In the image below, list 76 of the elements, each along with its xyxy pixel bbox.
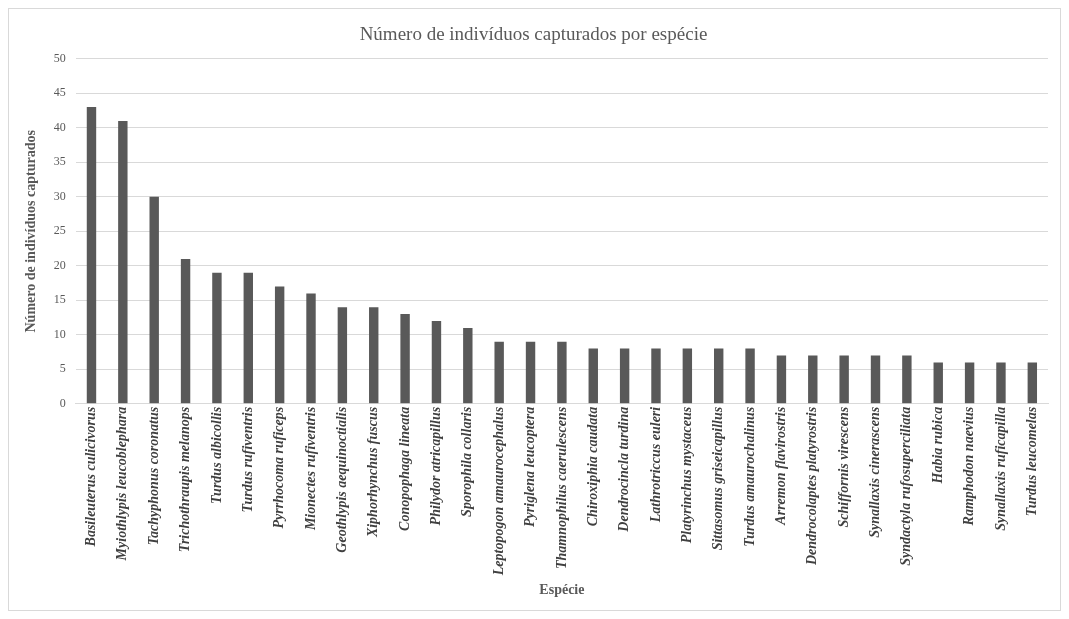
bar [651,348,661,404]
x-tick-label: Sporophila collaris [459,406,475,517]
x-tick-label: Mionectes rufiventris [302,406,318,532]
bar [337,307,348,404]
x-tick-label: Turdus amaurochalinus [741,406,757,547]
x-tick-label: Sittasomus griseicapillus [710,406,726,551]
x-tick-label: Conopophaga lineata [396,406,412,531]
y-axis-title: Número de indivíduos capturados [23,129,39,333]
y-tick-label: 15 [53,292,66,307]
x-tick-label: Ramphodon naevius [961,406,977,527]
y-tick-label: 20 [53,257,66,272]
x-tick-label: Basileuterus culicivorus [83,406,99,548]
x-tick-label: Turdus albicollis [208,406,224,504]
x-tick-label: Lathrotriccus euleri [647,406,663,524]
x-tick-label: Syndactyla rufosuperciliata [898,406,914,566]
x-tick-label: Platyrinchus mystaceus [678,406,694,544]
bar [996,362,1006,404]
bar [808,355,818,404]
x-tick-label: Turdus rufiventris [239,406,255,513]
bar [776,355,787,404]
x-tick-label: Arremon flavirostris [773,406,789,526]
bar [180,258,191,404]
x-tick-label: Dendrocolaptes platyrostris [804,406,820,567]
x-axis-title: Espécie [539,582,585,598]
bar [714,348,724,404]
x-tick-label: Leptopogon amaurocephalus [490,406,506,577]
bar [839,355,849,404]
bar [1027,362,1038,404]
x-tick-label: Habia rubica [929,406,945,485]
y-tick-label: 10 [53,326,66,341]
bar [212,272,222,404]
y-tick-label: 40 [53,119,66,134]
bar [964,362,975,404]
bar [369,307,379,404]
bar [525,341,536,404]
x-tick-label: Xiphorhynchus fuscus [365,406,381,539]
y-tick-label: 35 [53,154,66,169]
x-tick-label: Trichothraupis melanops [177,406,193,553]
bar [306,293,316,404]
bar [588,348,598,404]
bar [243,272,253,404]
x-tick-label: Myiothlypis leucoblephara [114,406,130,562]
x-tick-label: Philydor atricapillus [428,406,444,526]
x-tick-label: Synallaxis ruficapilla [992,406,1008,531]
bar [463,327,473,404]
bar [870,355,881,404]
x-tick-label: Synallaxis cinerascens [867,406,883,538]
x-tick-label: Dendrocincla turdina [616,406,632,533]
bar [494,341,504,404]
y-tick-label: 0 [59,395,66,410]
x-tick-label: Chiroxiphia caudata [584,406,600,527]
bar [400,314,410,404]
bar [682,348,693,404]
bar [274,286,285,404]
bar [149,196,159,404]
x-tick-label: Turdus leucomelas [1023,406,1039,517]
bar [745,348,755,404]
x-tick-label: Pyrrhocoma ruficeps [271,406,287,529]
bar [86,107,97,404]
bar [619,348,630,404]
y-tick-label: 30 [53,188,66,203]
y-tick-label: 25 [53,223,66,238]
x-tick-label: Pyriglena leucoptera [522,406,538,527]
y-tick-label: 50 [53,50,66,65]
bar [118,120,128,404]
x-tick-label: Thamnophilus caerulescens [553,406,569,569]
x-tick-label: Tachyphonus coronatus [145,406,161,546]
y-tick-label: 45 [53,85,66,100]
bar [431,321,442,404]
bar [902,355,912,404]
x-tick-label: Schiffornis virescens [835,406,851,528]
y-tick-label: 5 [59,361,66,376]
chart-title: Número de indivíduos capturados por espécie [359,23,708,45]
bar [933,362,943,404]
x-tick-label: Geothlypis aequinoctialis [333,406,349,553]
bar [557,341,567,404]
